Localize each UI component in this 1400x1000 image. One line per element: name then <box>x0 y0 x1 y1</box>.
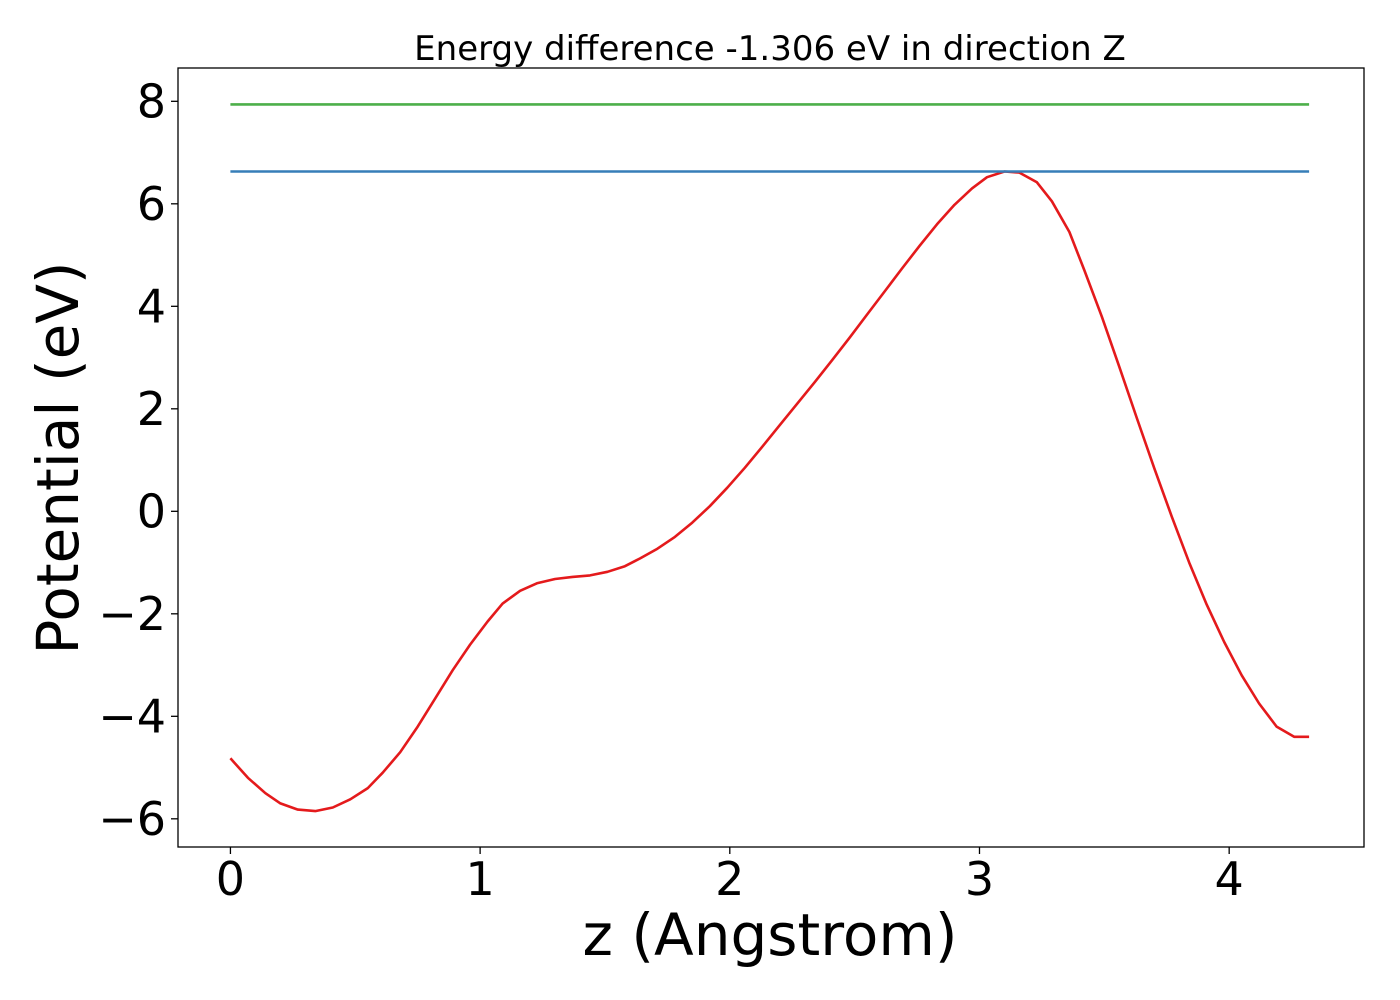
x-tick-label: 0 <box>216 852 245 906</box>
y-tick-label: 2 <box>137 382 166 436</box>
x-tick-label: 2 <box>715 852 744 906</box>
x-axis-ticks: 0 1 2 3 4 <box>216 847 1244 906</box>
y-tick-label: 0 <box>137 484 166 538</box>
series-line-1 <box>229 170 1310 813</box>
x-tick-label: 3 <box>965 852 994 906</box>
y-tick-label: 4 <box>137 279 166 333</box>
y-tick-label: 6 <box>137 177 166 231</box>
y-axis-ticks: −6 −4 −2 0 2 4 6 8 <box>98 74 178 846</box>
x-axis-label: z (Angstrom) <box>583 901 958 969</box>
y-tick-label: −2 <box>98 587 166 641</box>
y-tick-label: −6 <box>98 792 166 846</box>
x-tick-label: 1 <box>465 852 494 906</box>
y-axis-label: Potential (eV) <box>24 261 92 654</box>
series-layer <box>229 103 1310 813</box>
y-tick-label: −4 <box>98 689 166 743</box>
x-tick-label: 4 <box>1215 852 1244 906</box>
chart-title: Energy difference -1.306 eV in direction… <box>414 29 1126 69</box>
plot-frame <box>177 67 1365 848</box>
y-tick-label: 8 <box>137 74 166 128</box>
